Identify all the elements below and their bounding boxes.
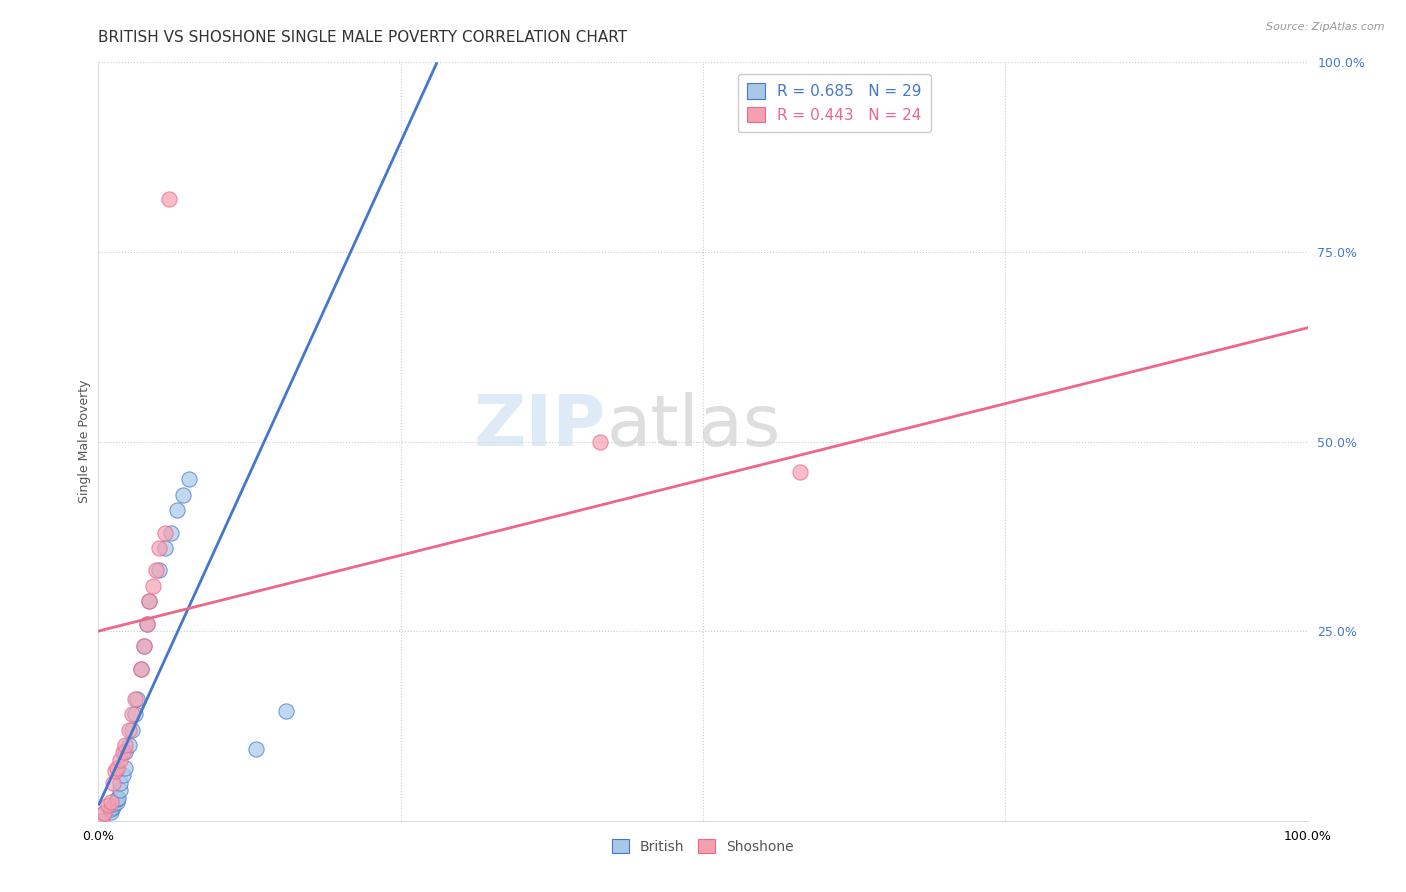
Point — [114, 760, 136, 774]
Point — [274, 704, 297, 718]
Point — [135, 616, 157, 631]
Point — [129, 662, 152, 676]
Text: atlas: atlas — [606, 392, 780, 461]
Point — [108, 783, 131, 797]
Point — [142, 579, 165, 593]
Point — [105, 795, 128, 809]
Text: ZIP: ZIP — [474, 392, 606, 461]
Point — [93, 806, 115, 821]
Point — [245, 741, 267, 756]
Point — [100, 795, 122, 809]
Point — [118, 738, 141, 752]
Text: Source: ZipAtlas.com: Source: ZipAtlas.com — [1267, 22, 1385, 32]
Point — [124, 692, 146, 706]
Point — [118, 723, 141, 737]
Point — [129, 662, 152, 676]
Point — [138, 594, 160, 608]
Point — [148, 541, 170, 555]
Point — [121, 707, 143, 722]
Point — [111, 746, 134, 760]
Point — [148, 564, 170, 578]
Point — [153, 525, 176, 540]
Point — [134, 639, 156, 653]
Legend: British, Shoshone: British, Shoshone — [606, 833, 800, 859]
Point — [179, 473, 201, 487]
Point — [105, 792, 128, 806]
Point — [114, 738, 136, 752]
Point — [166, 503, 188, 517]
Point — [108, 753, 131, 767]
Point — [104, 764, 127, 779]
Point — [101, 776, 124, 790]
Point — [157, 192, 180, 206]
Point — [108, 776, 131, 790]
Point — [127, 692, 149, 706]
Text: BRITISH VS SHOSHONE SINGLE MALE POVERTY CORRELATION CHART: BRITISH VS SHOSHONE SINGLE MALE POVERTY … — [98, 29, 627, 45]
Point — [138, 594, 160, 608]
Point — [107, 791, 129, 805]
Point — [97, 798, 120, 813]
Y-axis label: Single Male Poverty: Single Male Poverty — [79, 380, 91, 503]
Point — [100, 805, 122, 819]
Point — [160, 525, 183, 540]
Point — [101, 800, 124, 814]
Point — [134, 639, 156, 653]
Point — [121, 723, 143, 737]
Point — [789, 465, 811, 479]
Point — [111, 768, 134, 782]
Point — [589, 434, 612, 449]
Point — [105, 760, 128, 774]
Point — [91, 814, 114, 828]
Point — [100, 802, 122, 816]
Point — [145, 564, 167, 578]
Point — [114, 746, 136, 760]
Point — [93, 806, 115, 821]
Point — [153, 541, 176, 555]
Point — [103, 797, 125, 811]
Point — [135, 616, 157, 631]
Point — [124, 707, 146, 722]
Point — [172, 487, 194, 501]
